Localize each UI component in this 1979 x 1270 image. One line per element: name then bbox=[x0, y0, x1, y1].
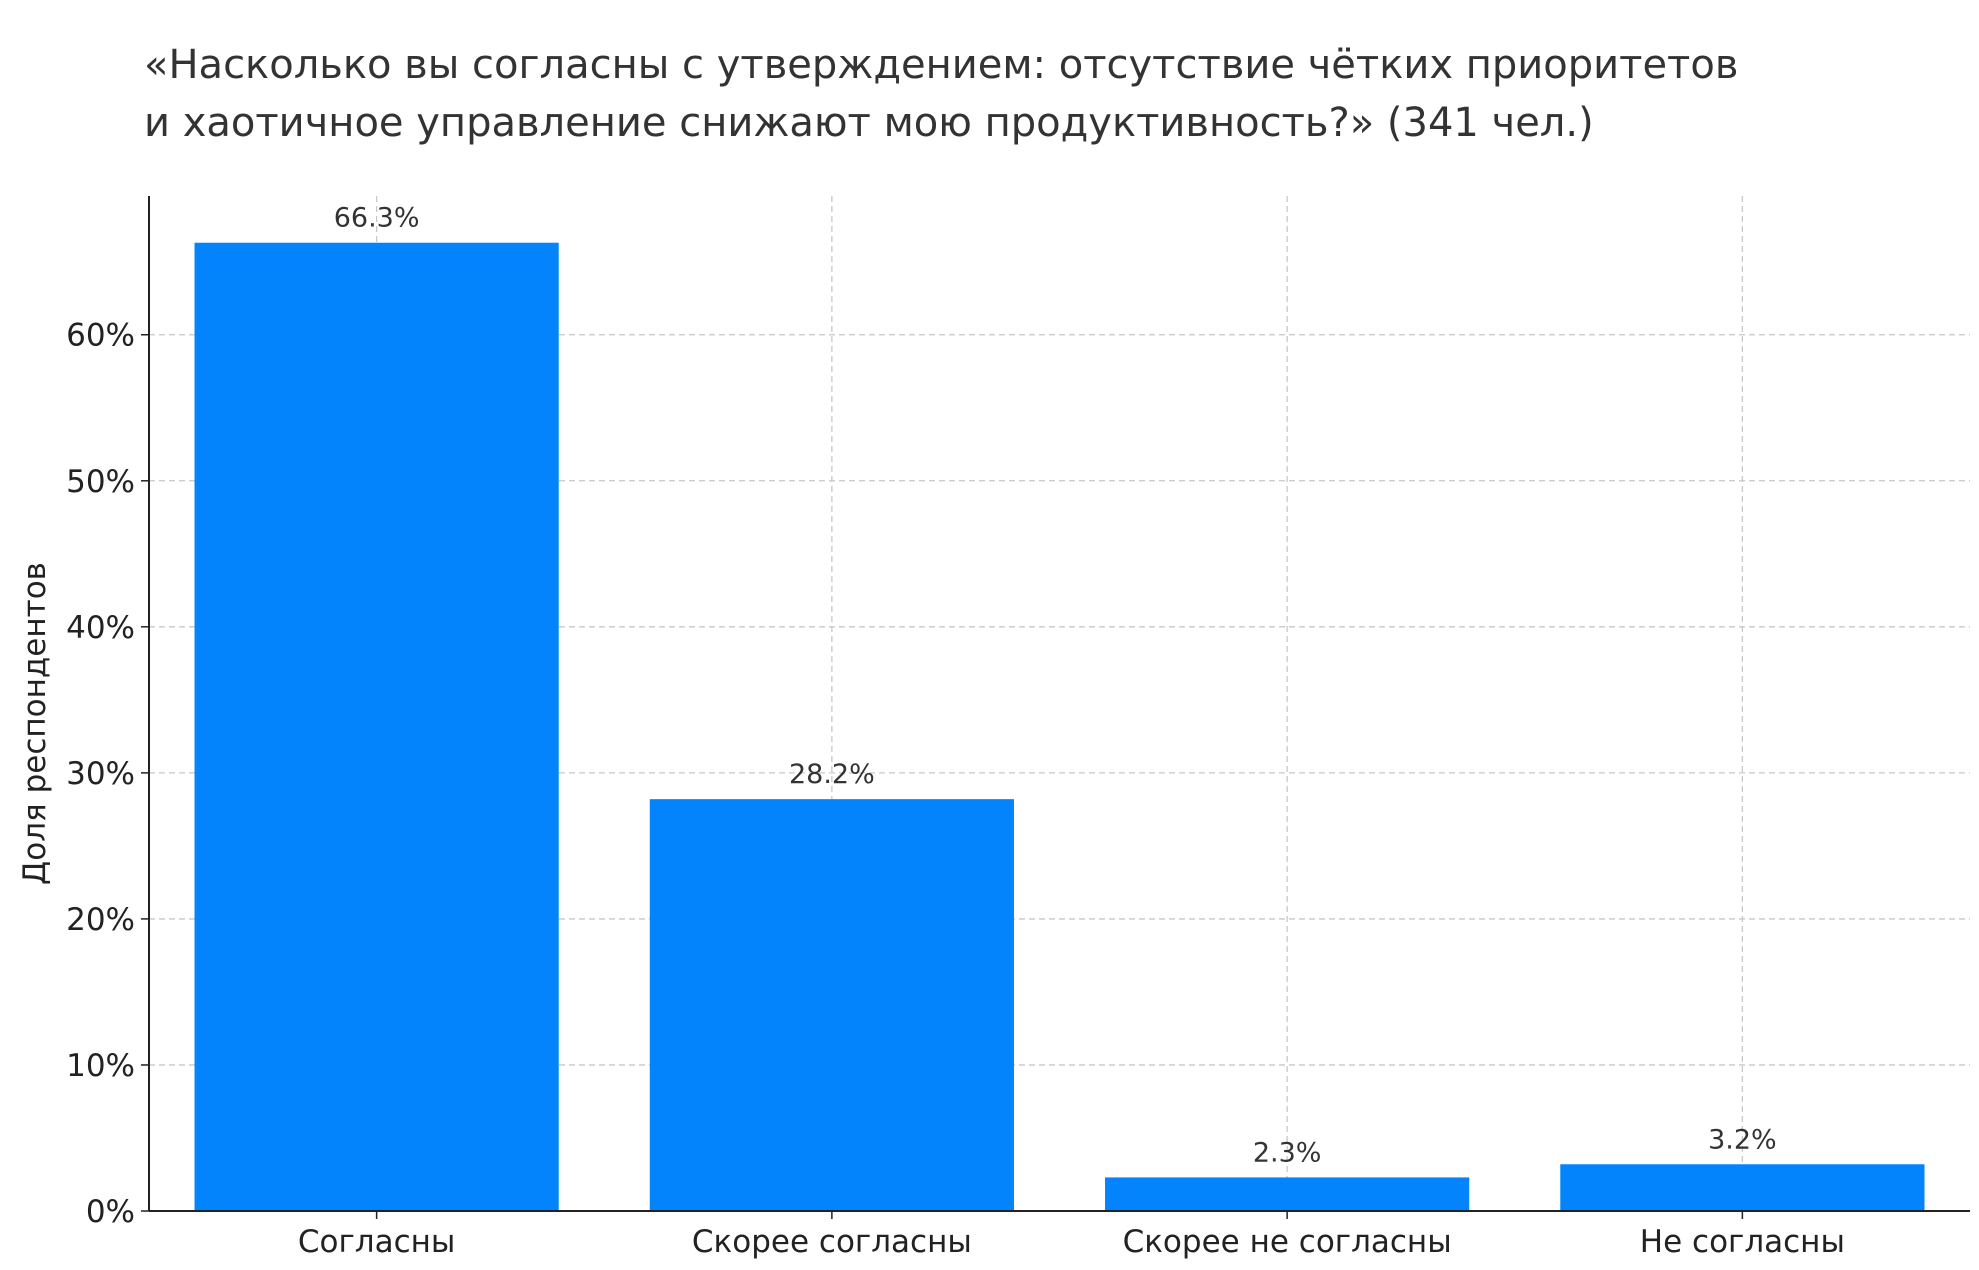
x-tick-label: Скорее не согласны bbox=[1123, 1224, 1452, 1260]
y-tick-label: 40% bbox=[66, 610, 135, 646]
bar-value-label: 28.2% bbox=[789, 759, 875, 790]
y-tick-label: 0% bbox=[86, 1194, 135, 1230]
y-tick-label: 20% bbox=[66, 902, 135, 938]
x-tick-label: Скорее согласны bbox=[692, 1224, 972, 1260]
bar bbox=[1560, 1164, 1925, 1211]
label-layer: 0% 10% 20% 30% 40% 50% 60% 66.3% Согласны 28.2% Ск… bbox=[17, 203, 1845, 1260]
y-axis-label: Доля респондентов bbox=[17, 562, 53, 885]
bar bbox=[1105, 1177, 1470, 1211]
x-tick-label: Согласны bbox=[298, 1224, 456, 1260]
bar bbox=[194, 242, 559, 1211]
chart-title-line-1: «Насколько вы согласны с утверждением: о… bbox=[144, 42, 1739, 88]
bar-value-label: 66.3% bbox=[334, 203, 420, 234]
y-tick-label: 30% bbox=[66, 756, 135, 792]
chart-title-line-2: и хаотичное управление снижают мою проду… bbox=[144, 100, 1594, 146]
bar-value-label: 3.2% bbox=[1708, 1124, 1777, 1155]
bar-layer bbox=[194, 242, 1925, 1211]
y-tick-label: 60% bbox=[66, 318, 135, 354]
bar bbox=[649, 799, 1014, 1211]
y-tick-label: 10% bbox=[66, 1048, 135, 1084]
axis-layer bbox=[141, 196, 1970, 1219]
x-tick-label: Не согласны bbox=[1640, 1224, 1845, 1260]
bar-value-label: 2.3% bbox=[1253, 1137, 1322, 1168]
y-tick-label: 50% bbox=[66, 464, 135, 500]
